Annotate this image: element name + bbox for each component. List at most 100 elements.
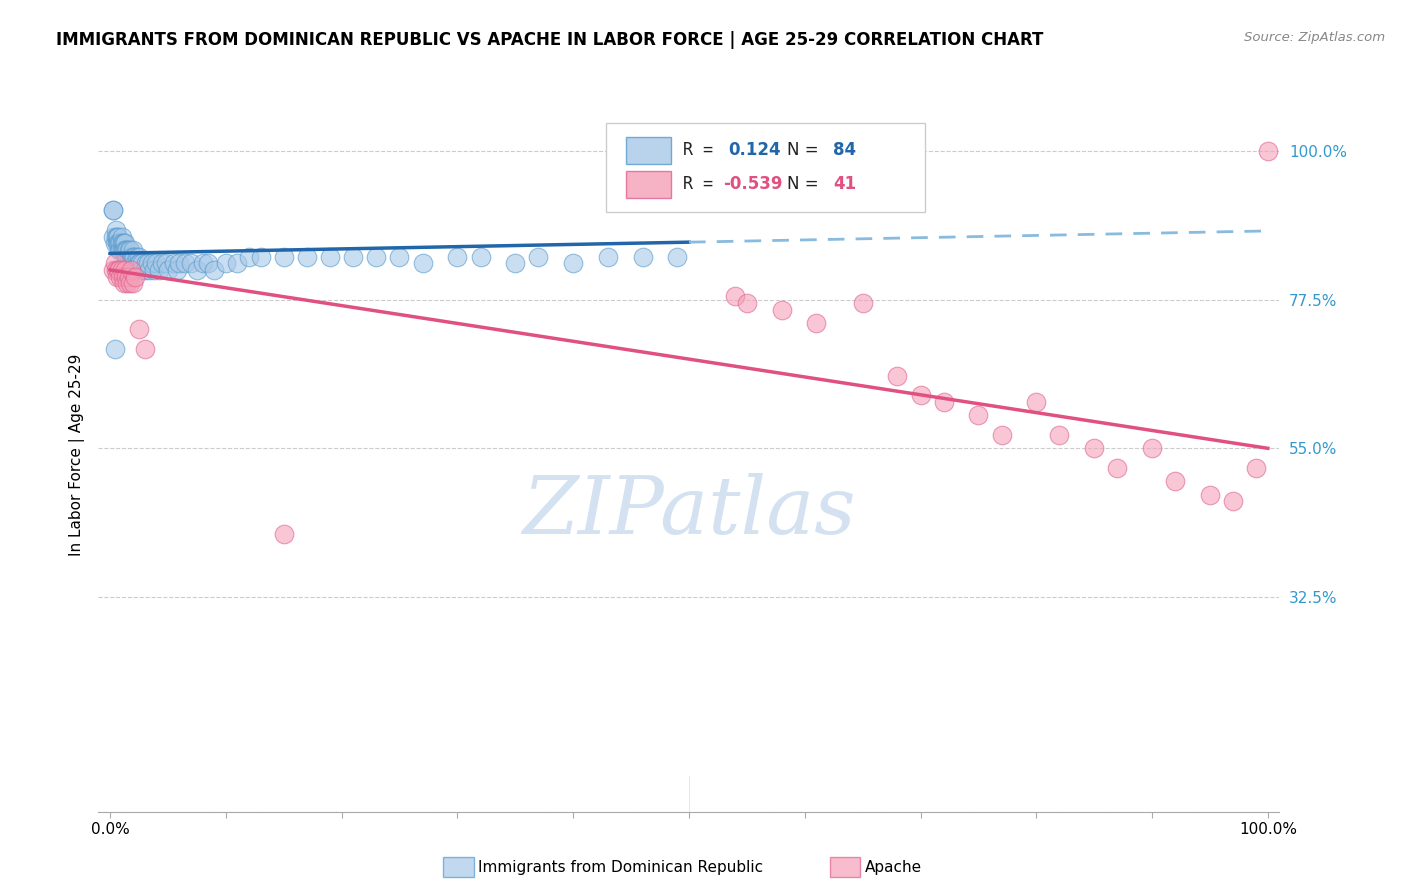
Point bbox=[770, 302, 793, 317]
Text: -0.539: -0.539 bbox=[723, 176, 783, 194]
Point bbox=[115, 269, 138, 284]
Point bbox=[1107, 461, 1129, 475]
Point bbox=[226, 256, 249, 270]
Point bbox=[806, 316, 828, 330]
Point bbox=[1199, 487, 1222, 501]
Point bbox=[117, 243, 139, 257]
Point bbox=[124, 269, 146, 284]
Point bbox=[150, 256, 173, 270]
Point bbox=[104, 342, 127, 356]
Point bbox=[735, 296, 758, 310]
Point bbox=[163, 256, 186, 270]
Text: Immigrants from Dominican Republic: Immigrants from Dominican Republic bbox=[478, 860, 763, 874]
Point bbox=[215, 256, 238, 270]
Point bbox=[1025, 395, 1047, 409]
Point bbox=[366, 250, 388, 264]
Point bbox=[724, 289, 747, 303]
Point bbox=[127, 256, 149, 270]
Point bbox=[166, 263, 188, 277]
Point bbox=[273, 527, 295, 541]
Point bbox=[910, 388, 932, 402]
Point bbox=[238, 250, 260, 264]
Point bbox=[967, 409, 990, 423]
Point bbox=[273, 250, 295, 264]
Point bbox=[117, 250, 139, 264]
Point bbox=[103, 203, 125, 218]
Point bbox=[117, 250, 139, 264]
Point bbox=[128, 322, 150, 336]
Point bbox=[1257, 144, 1279, 158]
Point bbox=[249, 250, 271, 264]
Point bbox=[148, 263, 170, 277]
Point bbox=[104, 256, 127, 270]
Point bbox=[122, 276, 145, 290]
Point bbox=[112, 243, 135, 257]
Point bbox=[103, 263, 125, 277]
Point bbox=[105, 230, 128, 244]
Text: R =: R = bbox=[683, 141, 723, 159]
Point bbox=[112, 276, 135, 290]
Point bbox=[117, 243, 139, 257]
Text: 41: 41 bbox=[832, 176, 856, 194]
Point bbox=[191, 256, 214, 270]
Text: IMMIGRANTS FROM DOMINICAN REPUBLIC VS APACHE IN LABOR FORCE | AGE 25-29 CORRELAT: IMMIGRANTS FROM DOMINICAN REPUBLIC VS AP… bbox=[56, 31, 1043, 49]
Point bbox=[110, 243, 132, 257]
Point bbox=[131, 256, 153, 270]
Point bbox=[134, 263, 156, 277]
Text: 84: 84 bbox=[832, 141, 856, 159]
Point bbox=[197, 256, 219, 270]
Point bbox=[108, 243, 131, 257]
Point bbox=[136, 256, 159, 270]
Point bbox=[124, 256, 146, 270]
Point bbox=[122, 250, 145, 264]
Point bbox=[114, 243, 136, 257]
Point bbox=[107, 236, 129, 251]
Point bbox=[110, 269, 132, 284]
Point bbox=[1140, 442, 1163, 456]
Point bbox=[111, 243, 134, 257]
Point bbox=[295, 250, 318, 264]
Point bbox=[319, 250, 342, 264]
FancyBboxPatch shape bbox=[606, 123, 925, 212]
Point bbox=[527, 250, 550, 264]
Point bbox=[1164, 475, 1187, 489]
Text: ZIPatlas: ZIPatlas bbox=[522, 474, 856, 550]
Point bbox=[143, 263, 166, 277]
Point bbox=[388, 250, 411, 264]
Point bbox=[412, 256, 434, 270]
Point bbox=[115, 250, 138, 264]
Point bbox=[125, 250, 148, 264]
Point bbox=[1083, 442, 1105, 456]
Point bbox=[145, 256, 167, 270]
Point bbox=[105, 236, 128, 251]
Point bbox=[631, 250, 654, 264]
Point bbox=[141, 256, 163, 270]
Point bbox=[110, 243, 132, 257]
Text: Source: ZipAtlas.com: Source: ZipAtlas.com bbox=[1244, 31, 1385, 45]
Point bbox=[103, 203, 125, 218]
Text: N =: N = bbox=[787, 176, 818, 194]
Point bbox=[111, 236, 134, 251]
Point bbox=[666, 250, 689, 264]
Point bbox=[1246, 461, 1268, 475]
Point bbox=[110, 263, 132, 277]
Point bbox=[1222, 494, 1244, 508]
Point bbox=[186, 263, 208, 277]
Point bbox=[111, 269, 134, 284]
Point bbox=[118, 243, 141, 257]
Point bbox=[852, 296, 875, 310]
FancyBboxPatch shape bbox=[626, 171, 671, 198]
Point bbox=[108, 263, 131, 277]
Point bbox=[932, 395, 955, 409]
Point bbox=[108, 236, 131, 251]
FancyBboxPatch shape bbox=[626, 136, 671, 164]
Point bbox=[117, 269, 139, 284]
Point bbox=[115, 243, 138, 257]
Point bbox=[503, 256, 526, 270]
Point bbox=[342, 250, 364, 264]
Point bbox=[120, 250, 142, 264]
Point bbox=[1049, 428, 1071, 442]
Point bbox=[121, 250, 143, 264]
Text: 0.124: 0.124 bbox=[728, 141, 780, 159]
Point bbox=[107, 263, 129, 277]
